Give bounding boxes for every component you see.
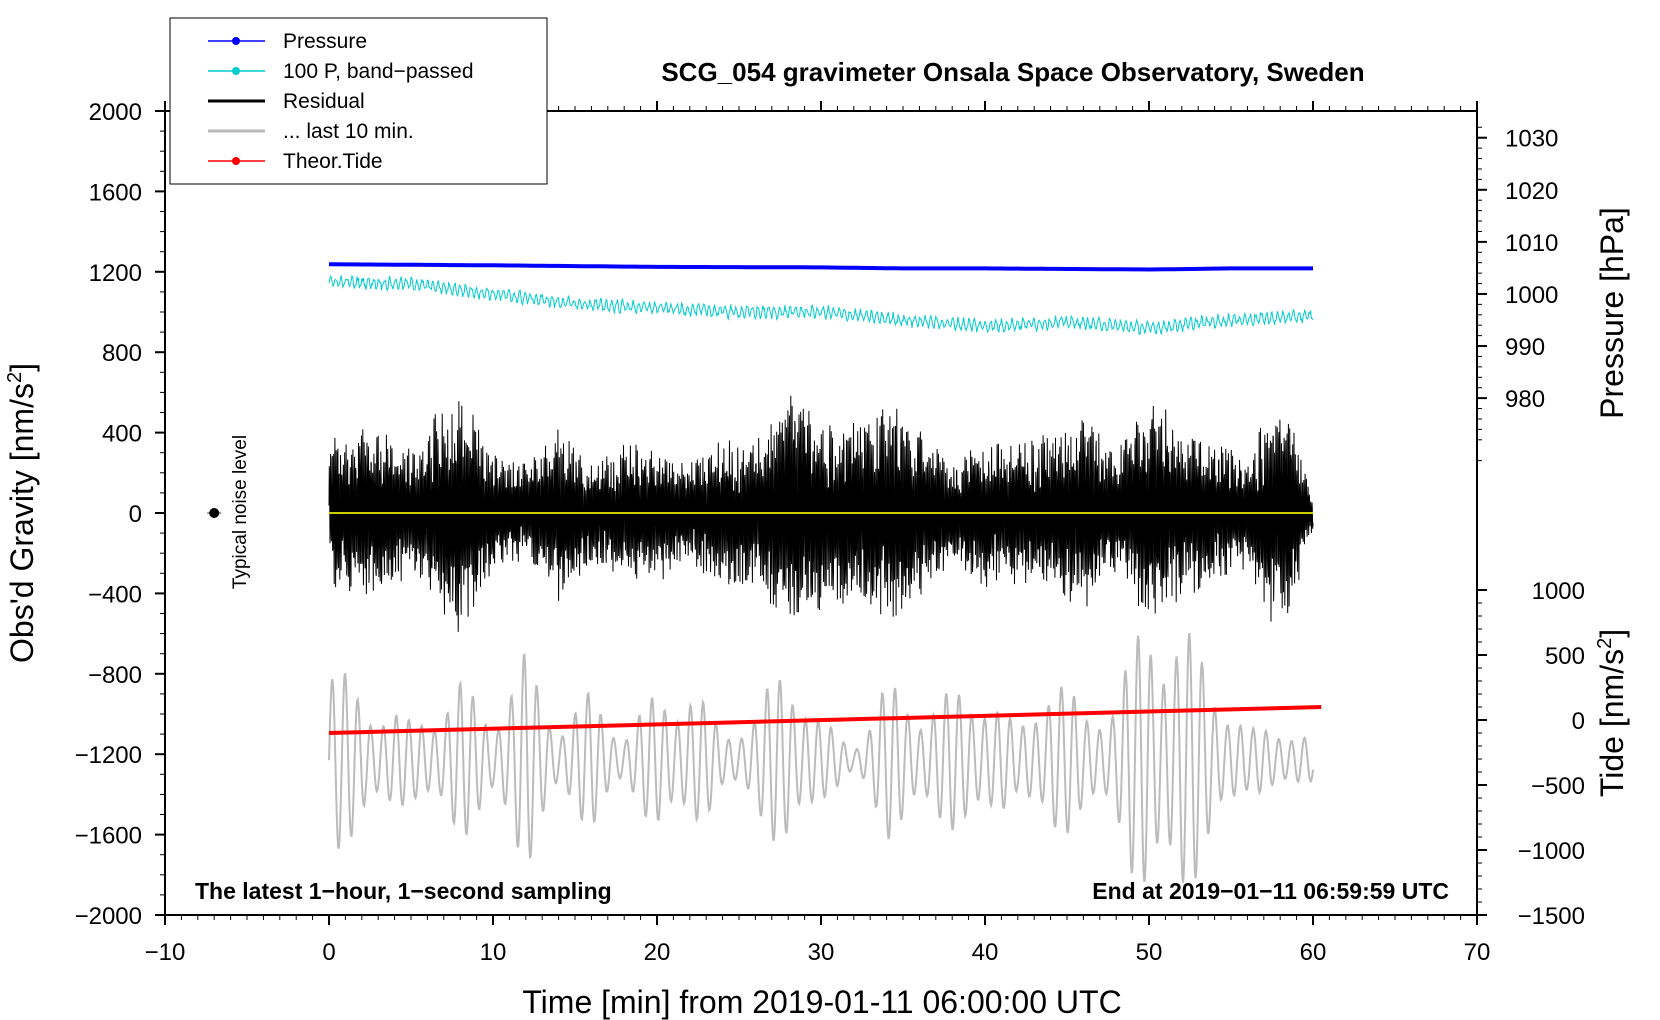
tide-tick-label: −1000 [1518,838,1585,865]
noise-level-label: Typical noise level [230,435,251,589]
tide-axis-title-sup: 2 [1594,638,1616,649]
tide-tick-label: 1000 [1532,578,1585,605]
x-axis-title: Time [min] from 2019-01-11 06:00:00 UTC [522,984,1121,1020]
pressure-tick-label: 980 [1505,386,1545,413]
chart-title: SCG_054 gravimeter Onsala Space Observat… [661,57,1364,87]
tide-axis-title-main: Tide [nm/s [1594,649,1630,797]
y-tick-label: 400 [102,421,142,448]
y-axis-title: Obs'd Gravity [nm/s2] [4,363,40,663]
data-layer [328,262,1322,883]
tide-tick-label: −500 [1531,773,1585,800]
pressure-tick-label: 1000 [1505,282,1558,309]
y-tick-label: −1200 [75,742,142,769]
x-tick-label: 20 [644,939,671,966]
legend-label: Theor.Tide [283,150,383,173]
pressure-tick-label: 1020 [1505,178,1558,205]
y-tick-label: −800 [88,662,142,689]
series-theoretical-tide [328,705,1322,735]
pressure-tick-label: 1030 [1505,126,1558,153]
legend-label: ... last 10 min. [283,120,414,143]
noise-dot [209,508,220,518]
tide-tick-label: −1500 [1518,903,1585,930]
series-residual [328,395,1314,632]
y-tick-label: 0 [129,501,142,528]
y-tick-label: 2000 [89,99,142,126]
noise-marker [207,508,222,518]
legend-marker [232,157,240,165]
x-tick-label: 60 [1300,939,1327,966]
ticks-layer: −10 0 10 20 30 40 50 60 702000160012008004000−40… [75,99,1585,966]
y-axis-title-end: ] [4,363,40,372]
tide-tick-label: 500 [1545,643,1585,670]
legend-label: 100 P, band−passed [283,60,474,83]
y-tick-label: −2000 [75,903,142,930]
pressure-tick-label: 1010 [1505,230,1558,257]
y-tick-label: 1200 [89,260,142,287]
y-axis-title-main: Obs'd Gravity [nm/s [4,383,40,663]
pressure-tick-label: 990 [1505,334,1545,361]
tide-axis-title-end: ] [1594,629,1630,638]
pressure-axis-title: Pressure [hPa] [1594,207,1630,419]
legend-marker [232,37,240,45]
series-last-10-min [328,632,1314,883]
y-tick-label: 1600 [89,179,142,206]
latest-hour-banner: The latest 1−hour, 1−second sampling [195,878,612,904]
x-tick-label: 70 [1464,939,1491,966]
y-tick-label: −1600 [75,823,142,850]
x-tick-label: 50 [1136,939,1163,966]
y-tick-label: −400 [88,581,142,608]
end-time-banner: End at 2019−01−11 06:59:59 UTC [1092,878,1449,904]
series-pressure [329,262,1313,272]
x-tick-label: 10 [480,939,507,966]
legend-label: Residual [283,90,365,113]
x-tick-label: 30 [808,939,835,966]
legend: Pressure 100 P, band−passed Residual ... la… [169,17,548,185]
tide-tick-label: 0 [1572,708,1585,735]
x-tick-label: −10 [145,939,186,966]
tide-axis-title: Tide [nm/s2] [1594,629,1630,797]
legend-marker [232,67,240,75]
x-tick-label: 40 [972,939,999,966]
y-axis-title-sup: 2 [4,372,26,383]
y-tick-label: 800 [102,340,142,367]
series-pressure-bandpassed [328,274,1314,336]
x-tick-label: 0 [322,939,335,966]
legend-label: Pressure [283,30,367,53]
